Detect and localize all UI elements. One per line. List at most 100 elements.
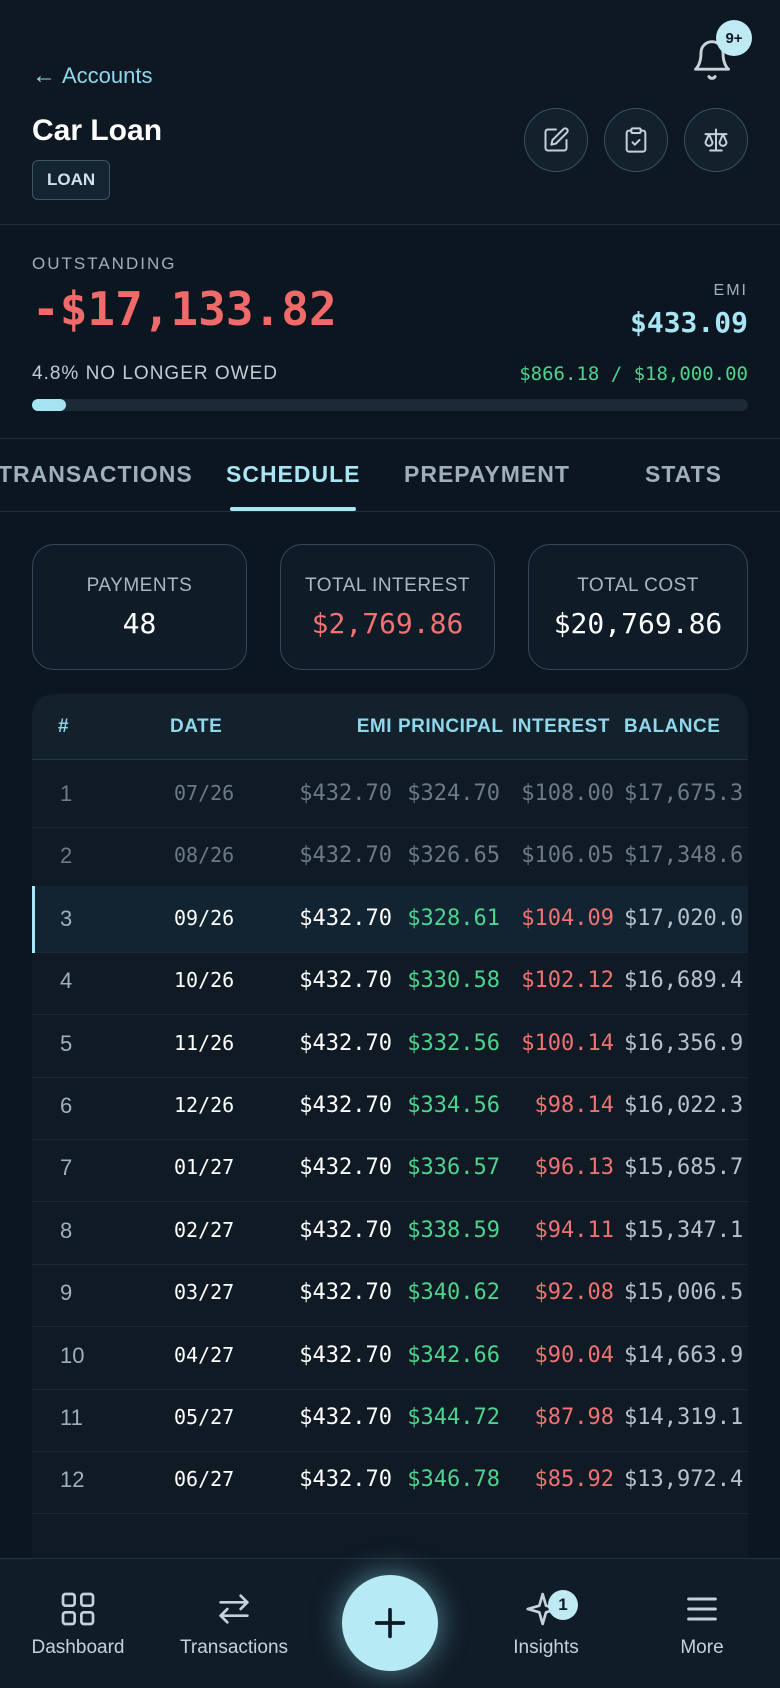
row-number: 10	[60, 1342, 85, 1368]
row-principal: $328.61	[407, 905, 500, 931]
row-balance: $17,020.0	[624, 905, 744, 931]
column-header-date: DATE	[170, 716, 223, 737]
notifications-button[interactable]	[690, 36, 734, 84]
tab-schedule[interactable]: SCHEDULE	[226, 461, 361, 487]
row-date: 03/27	[174, 1280, 235, 1305]
row-emi: $432.70	[299, 1217, 392, 1243]
edit-account-button[interactable]	[524, 108, 588, 172]
row-interest: $90.04	[534, 1342, 614, 1368]
row-date: 10/26	[174, 968, 235, 993]
row-principal: $336.57	[407, 1155, 500, 1181]
back-to-accounts-link[interactable]: ← Accounts	[32, 62, 153, 90]
nav-dashboard[interactable]: Dashboard	[8, 1589, 148, 1659]
swap-arrows-icon	[219, 1594, 249, 1624]
row-date: 01/27	[174, 1155, 235, 1180]
row-emi: $432.70	[299, 1030, 392, 1056]
nav-transactions[interactable]: Transactions	[164, 1589, 304, 1659]
nav-label: Insights	[513, 1637, 579, 1658]
row-date: 02/27	[174, 1217, 235, 1242]
row-emi: $432.70	[299, 843, 392, 869]
progress-label: 4.8% NO LONGER OWED	[32, 363, 278, 384]
repayment-progress-fill	[32, 399, 67, 411]
row-interest: $87.98	[534, 1405, 614, 1430]
row-date: 05/27	[174, 1405, 235, 1429]
row-principal: $324.70	[407, 781, 500, 806]
table-row[interactable]: 11 05/27 $432.70 $344.72 $87.98 $14,319.1	[32, 1385, 748, 1452]
menu-icon	[687, 1597, 717, 1621]
back-link-label: Accounts	[62, 63, 153, 88]
row-emi: $432.70	[299, 1405, 392, 1430]
nav-insights[interactable]: Insights	[476, 1589, 616, 1659]
row-interest: $108.00	[521, 781, 614, 806]
account-type-badge: LOAN	[32, 160, 111, 200]
row-date: 04/27	[174, 1342, 235, 1367]
emi-value: $433.09	[629, 306, 748, 339]
insights-badge: 1	[548, 1590, 578, 1620]
row-emi: $432.70	[299, 781, 392, 806]
column-header-emi: EMI	[356, 716, 392, 737]
row-balance: $16,356.9	[624, 1030, 744, 1056]
nav-label: More	[680, 1637, 724, 1658]
row-number: 4	[60, 968, 73, 994]
row-balance: $16,022.3	[624, 1093, 744, 1118]
stat-value: $2,769.86	[311, 606, 464, 640]
grid-icon	[61, 1592, 95, 1626]
row-principal: $344.72	[407, 1405, 500, 1430]
account-tabs: TRANSACTIONS SCHEDULE PREPAYMENT STATS	[0, 438, 780, 512]
row-principal: $326.65	[407, 843, 500, 869]
nav-label: Transactions	[179, 1637, 289, 1658]
row-principal: $340.62	[407, 1280, 500, 1306]
progress-amount: $866.18 / $18,000.00	[519, 363, 748, 385]
row-principal: $338.59	[407, 1217, 500, 1243]
row-emi: $432.70	[299, 968, 392, 994]
table-row[interactable]: 3 09/26 $432.70 $328.61 $104.09 $17,020.0	[32, 885, 748, 953]
add-transaction-button[interactable]	[342, 1575, 438, 1671]
nav-label: Dashboard	[31, 1637, 125, 1658]
table-row[interactable]: 7 01/27 $432.70 $336.57 $96.13 $15,685.7	[32, 1135, 748, 1203]
active-tab-indicator	[230, 507, 356, 511]
table-row[interactable]: 6 12/26 $432.70 $334.56 $98.14 $16,022.3	[32, 1073, 748, 1140]
table-row[interactable]: 1 07/26 $432.70 $324.70 $108.00 $17,675.3	[32, 761, 748, 828]
row-number: 6	[60, 1093, 73, 1118]
column-header-interest: INTEREST	[512, 716, 610, 737]
bell-icon	[694, 40, 730, 80]
row-principal: $346.78	[407, 1467, 500, 1493]
row-number: 9	[60, 1280, 73, 1306]
row-date: 08/26	[174, 843, 235, 868]
notification-badge: 9+	[716, 20, 752, 56]
nav-more[interactable]: More	[632, 1589, 772, 1659]
table-row[interactable]: 9 03/27 $432.70 $340.62 $92.08 $15,006.5	[32, 1260, 748, 1328]
scale-icon	[704, 128, 728, 152]
total-cost-stat-card: TOTAL COST $20,769.86	[528, 544, 748, 670]
repayment-progress-bar	[32, 399, 748, 411]
payments-stat-card: PAYMENTS 48	[32, 544, 247, 670]
stat-value: 48	[122, 606, 157, 640]
row-principal: $342.66	[407, 1342, 500, 1368]
row-number: 8	[60, 1217, 73, 1243]
row-date: 12/26	[174, 1093, 235, 1117]
row-balance: $17,348.6	[624, 843, 744, 869]
tab-prepayment[interactable]: PREPAYMENT	[404, 461, 570, 487]
row-emi: $432.70	[299, 1467, 392, 1493]
outstanding-label: OUTSTANDING	[32, 254, 177, 273]
row-number: 5	[60, 1030, 73, 1056]
tab-transactions[interactable]: TRANSACTIONS	[0, 461, 193, 487]
table-row[interactable]: 10 04/27 $432.70 $342.66 $90.04 $14,663.9	[32, 1323, 748, 1390]
stat-label: TOTAL INTEREST	[304, 574, 470, 596]
page-title: Car Loan	[32, 114, 163, 147]
row-date: 06/27	[174, 1467, 235, 1492]
balance-scale-button[interactable]	[684, 108, 748, 172]
checklist-button[interactable]	[604, 108, 668, 172]
row-principal: $332.56	[407, 1030, 500, 1056]
table-row[interactable]: 5 11/26 $432.70 $332.56 $100.14 $16,356.9	[32, 1011, 748, 1078]
table-row[interactable]: 4 10/26 $432.70 $330.58 $102.12 $16,689.4	[32, 948, 748, 1016]
table-row[interactable]: 2 08/26 $432.70 $326.65 $106.05 $17,348.6	[32, 823, 748, 891]
row-date: 11/26	[174, 1030, 235, 1055]
row-interest: $85.92	[534, 1467, 614, 1493]
table-row[interactable]: 12 06/27 $432.70 $346.78 $85.92 $13,972.4	[32, 1447, 748, 1515]
row-principal: $334.56	[407, 1093, 500, 1118]
tab-stats[interactable]: STATS	[645, 461, 722, 487]
row-emi: $432.70	[299, 1342, 392, 1368]
table-row[interactable]: 8 02/27 $432.70 $338.59 $94.11 $15,347.1	[32, 1198, 748, 1265]
